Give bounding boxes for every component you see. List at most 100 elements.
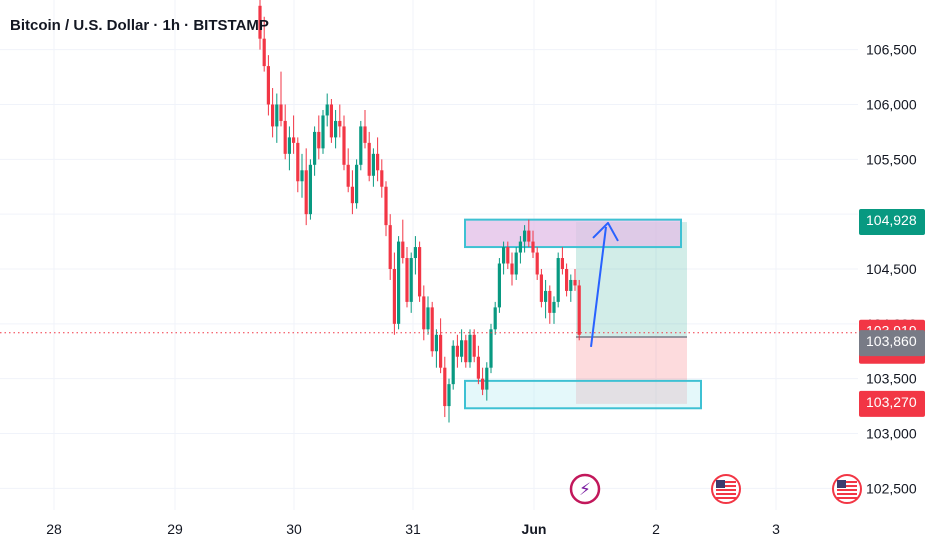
lightning-ring — [569, 473, 601, 505]
candle-down — [443, 367, 447, 407]
candle-up — [544, 290, 548, 302]
price-axis-label: 102,500 — [866, 480, 917, 496]
candle-down — [439, 334, 443, 368]
candle-up — [359, 126, 363, 165]
candle-down — [527, 230, 531, 242]
candle-down — [376, 153, 380, 171]
candle-up — [493, 307, 497, 330]
candle-down — [363, 126, 367, 143]
candle-down — [422, 296, 426, 330]
time-axis-label: 31 — [405, 521, 421, 537]
time-axis-label: 3 — [772, 521, 780, 537]
resistance-zone-box[interactable] — [464, 218, 682, 249]
candle-down — [266, 66, 270, 105]
candle-down — [346, 164, 350, 187]
time-axis-label: Jun — [522, 521, 547, 537]
flag-stripe — [716, 493, 736, 495]
time-axis[interactable]: 28 29 30 31 Jun 2 3 — [46, 521, 780, 537]
support-zone-box[interactable] — [464, 379, 702, 410]
candle-up — [334, 120, 338, 138]
chart-title: Bitcoin / U.S. Dollar · 1h · BITSTAMP — [10, 17, 269, 34]
candle-down — [279, 104, 283, 121]
candle-down — [455, 345, 459, 357]
drawing-layer[interactable] — [464, 218, 702, 410]
projection-arrow-line — [590, 226, 607, 347]
candle-down — [560, 258, 564, 269]
candle-down — [476, 356, 480, 379]
candle-down — [548, 290, 552, 313]
price-axis-label: 103,500 — [866, 371, 917, 387]
candle-up — [300, 170, 304, 182]
candle-down — [262, 38, 266, 67]
candle-down — [329, 104, 333, 138]
overlay-layer — [0, 221, 858, 347]
candle-down — [573, 279, 577, 286]
candle-down — [464, 340, 468, 363]
candle-down — [292, 137, 296, 143]
candle-down — [271, 104, 275, 127]
candle-down — [401, 241, 405, 259]
candle-up — [308, 164, 312, 215]
candle-down — [388, 225, 392, 269]
candle-down — [296, 142, 300, 182]
candle-down — [283, 120, 287, 154]
candle-up — [497, 263, 501, 308]
flag-canton — [716, 480, 725, 488]
candle-up — [569, 279, 573, 291]
us-flag-event-icon-2[interactable] — [832, 474, 862, 504]
candle-up — [518, 241, 522, 253]
candle-down — [350, 186, 354, 204]
price-tag-entry[interactable] — [859, 330, 925, 357]
candle-up — [434, 334, 438, 352]
time-axis-label: 2 — [652, 521, 660, 537]
position-stop-area[interactable] — [576, 336, 687, 404]
grid-lines — [0, 0, 858, 510]
candle-up — [556, 258, 560, 302]
candle-up — [397, 241, 401, 324]
projection-arrow-head — [592, 221, 619, 242]
candle-up — [468, 334, 472, 363]
price-tag-stop-label: 103,270 — [866, 394, 917, 410]
candle-up — [502, 247, 506, 264]
price-tag-target[interactable] — [859, 209, 925, 236]
price-tag-stop[interactable] — [859, 390, 925, 417]
price-axis-label: 104,500 — [866, 261, 917, 277]
candle-up — [514, 252, 518, 275]
candle-up — [371, 153, 375, 176]
price-axis[interactable]: 102,500103,000103,500104,000104,500105,0… — [859, 42, 925, 497]
lightning-event-icon[interactable]: ⚡ — [569, 473, 601, 505]
flag-stripe — [837, 493, 857, 495]
candle-up — [275, 104, 279, 127]
event-markers[interactable]: ⚡ — [569, 473, 862, 505]
candle-up — [287, 137, 291, 154]
candle-up — [451, 345, 455, 385]
candle-down — [430, 307, 434, 352]
candle-up — [355, 164, 359, 204]
lightning-glyph: ⚡ — [579, 480, 591, 500]
candle-down — [317, 131, 321, 149]
flag-stripe — [716, 485, 736, 487]
us-flag-event-icon-1[interactable] — [711, 474, 741, 504]
candle-down — [481, 378, 485, 390]
candles — [258, 0, 581, 423]
time-axis-label: 28 — [46, 521, 62, 537]
candle-up — [325, 104, 329, 116]
price-axis-label: 105,500 — [866, 151, 917, 167]
candle-up — [552, 301, 556, 313]
candle-up — [489, 329, 493, 368]
candle-up — [426, 307, 430, 330]
candle-down — [405, 258, 409, 302]
candle-down — [510, 263, 514, 275]
candle-up — [313, 131, 317, 165]
candle-down — [380, 170, 384, 187]
candle-up — [485, 367, 489, 390]
candle-down — [338, 120, 342, 127]
candle-down — [539, 274, 543, 302]
flag-canton — [837, 480, 846, 488]
flag-stripe — [837, 485, 857, 487]
candle-down — [367, 142, 371, 176]
candle-up — [447, 384, 451, 407]
flag-stripe — [837, 489, 857, 491]
candle-down — [418, 247, 422, 297]
